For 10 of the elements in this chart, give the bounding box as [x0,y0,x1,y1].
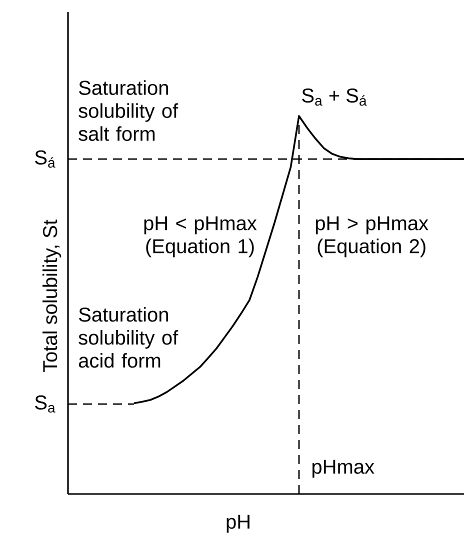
x-axis-title: pH [226,514,250,533]
annotation: Saturation solubility of salt form [78,80,178,141]
annotation: pH < pHmax (Equation 1) [144,216,257,258]
ref-line-label: S$_{á}$ [35,150,56,168]
annotation: pHmax [312,460,374,478]
annotation: Saturation solubility of acid form [78,307,178,368]
ref-line-label: S$_{a}$ [35,395,56,413]
y-axis-title: Total solubility, St [42,220,62,372]
text: S$_{a}$ + S$_{á}$ [302,88,367,106]
annotation: pH > pHmax (Equation 2) [316,216,428,258]
